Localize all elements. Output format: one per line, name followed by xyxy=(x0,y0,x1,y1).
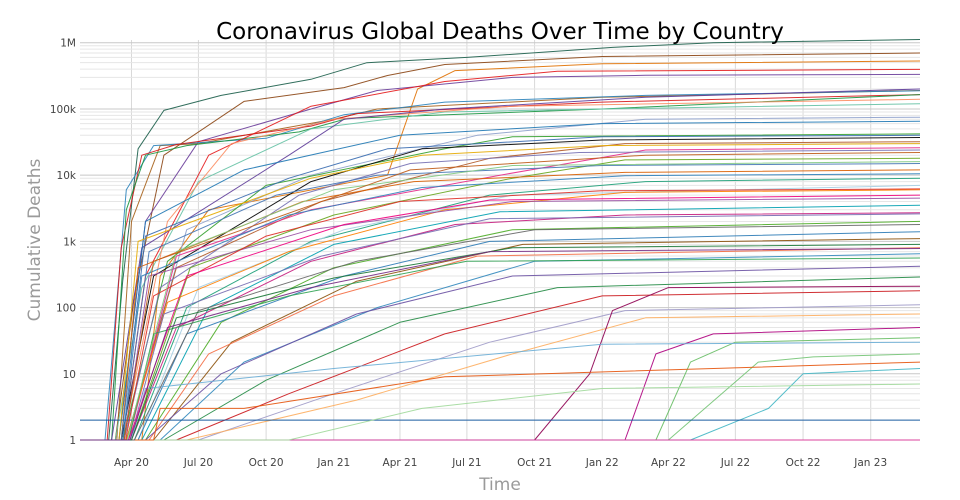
y-tick-label: 100k xyxy=(50,104,77,116)
series-line-4 xyxy=(80,90,921,441)
y-tick-label: 1 xyxy=(69,435,76,447)
chart-title: Coronavirus Global Deaths Over Time by C… xyxy=(216,19,784,45)
series-line-20 xyxy=(80,163,921,441)
x-tick-label: Jan 21 xyxy=(316,457,350,469)
x-axis-label: Time xyxy=(478,475,521,495)
series-line-24 xyxy=(80,189,921,441)
series-line-47 xyxy=(80,341,921,441)
series-line-7 xyxy=(80,94,921,441)
series-line-5 xyxy=(80,90,921,441)
x-tick-label: Oct 22 xyxy=(786,457,821,469)
y-tick-label: 10 xyxy=(63,369,76,381)
x-tick-label: Jan 23 xyxy=(853,457,887,469)
series-line-42 xyxy=(80,368,921,441)
x-tick-label: Jul 21 xyxy=(451,457,481,469)
series-line-48 xyxy=(80,257,921,441)
x-tick-label: Jul 20 xyxy=(183,457,213,469)
y-axis-ticks: 1 10 100 1k 10k 100k 1M xyxy=(50,38,77,447)
series-line-22 xyxy=(80,177,921,441)
series-line-32 xyxy=(80,253,921,441)
x-tick-label: Jul 22 xyxy=(720,457,750,469)
series-line-59 xyxy=(80,248,921,441)
series-line-9 xyxy=(80,103,921,441)
series-line-18 xyxy=(80,149,921,441)
y-tick-label: 1M xyxy=(60,38,76,50)
series-line-16 xyxy=(80,141,921,441)
series-line-17 xyxy=(80,147,921,441)
x-tick-label: Apr 21 xyxy=(383,457,418,469)
y-tick-label: 1k xyxy=(63,236,77,248)
series-line-1 xyxy=(80,52,921,441)
y-axis-label: Cumulative Deaths xyxy=(25,159,45,322)
series-lines xyxy=(80,39,921,441)
x-tick-label: Oct 20 xyxy=(249,457,284,469)
x-tick-label: Apr 20 xyxy=(114,457,149,469)
y-tick-label: 100 xyxy=(56,303,76,315)
x-tick-label: Jan 22 xyxy=(585,457,619,469)
series-line-11 xyxy=(80,88,921,441)
x-tick-label: Oct 21 xyxy=(517,457,552,469)
y-tick-label: 10k xyxy=(57,170,77,182)
x-axis-ticks: Apr 20 Jul 20 Oct 20 Jan 21 Apr 21 Jul 21 Oct … xyxy=(114,457,887,469)
series-line-45 xyxy=(80,383,921,441)
series-line-46 xyxy=(80,361,921,441)
series-line-31 xyxy=(80,247,921,441)
series-line-38 xyxy=(80,285,921,441)
x-tick-label: Apr 22 xyxy=(651,457,686,469)
